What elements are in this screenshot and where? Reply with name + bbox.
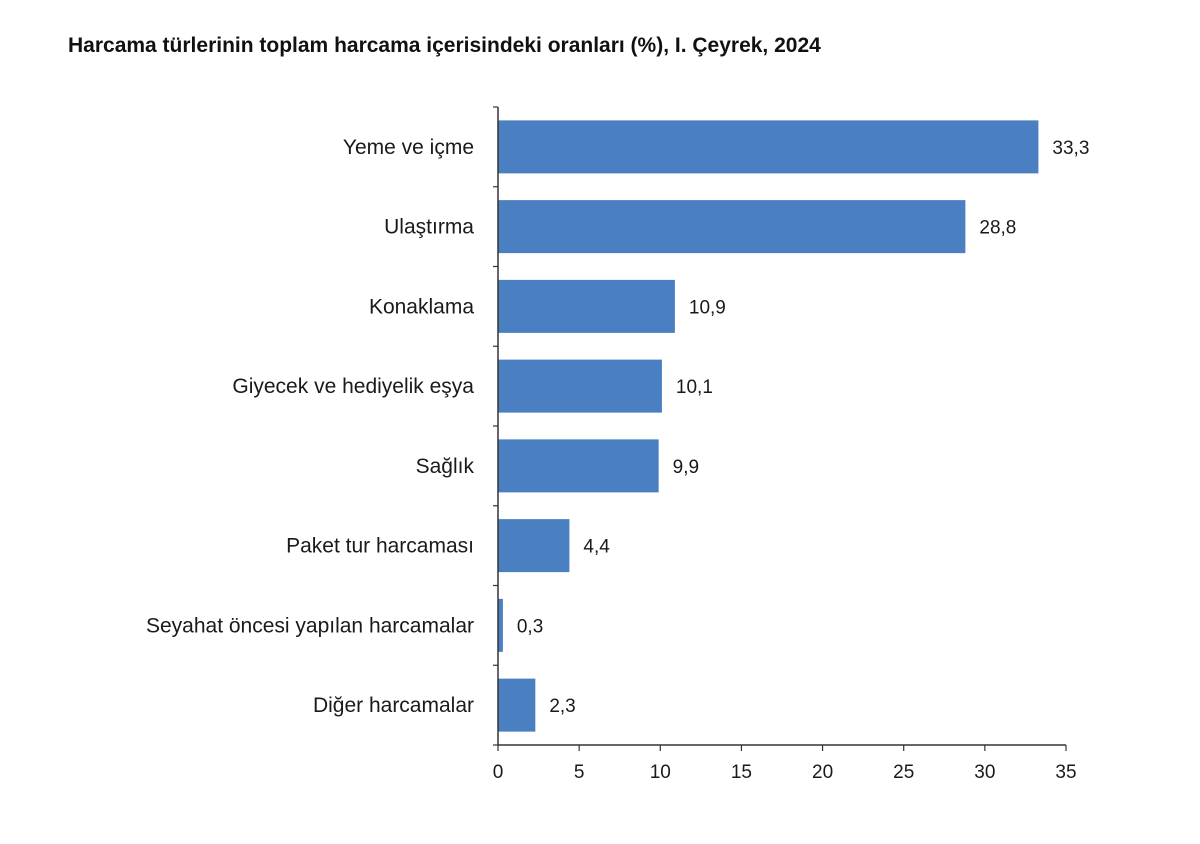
category-label: Giyecek ve hediyelik eşya bbox=[232, 375, 474, 398]
data-label: 2,3 bbox=[549, 696, 575, 717]
data-label: 28,8 bbox=[979, 218, 1016, 239]
x-tick-label: 10 bbox=[650, 762, 671, 783]
data-label: 10,9 bbox=[689, 297, 726, 318]
bar bbox=[498, 598, 503, 652]
x-tick-label: 30 bbox=[974, 762, 995, 783]
category-label: Ulaştırma bbox=[384, 216, 474, 239]
bar bbox=[498, 519, 570, 573]
bars-layer bbox=[498, 120, 1039, 732]
bar bbox=[498, 200, 966, 254]
x-tick-label: 15 bbox=[731, 762, 752, 783]
axes: 0 5 10 15 20 25 30 35 bbox=[493, 106, 1077, 783]
value-labels: 33,3 28,8 10,9 10,1 9,9 4,4 0,3 2,3 bbox=[517, 138, 1090, 717]
category-label: Yeme ve içme bbox=[343, 136, 474, 159]
category-label: Diğer harcamalar bbox=[313, 694, 474, 717]
category-label: Seyahat öncesi yapılan harcamalar bbox=[146, 614, 474, 637]
category-label: Konaklama bbox=[369, 295, 474, 318]
x-tick-label: 35 bbox=[1055, 762, 1076, 783]
bar bbox=[498, 439, 659, 493]
data-label: 9,9 bbox=[673, 457, 699, 478]
x-tick-label: 5 bbox=[574, 762, 585, 783]
data-label: 33,3 bbox=[1052, 138, 1089, 159]
bar bbox=[498, 120, 1039, 174]
chart-title: Harcama türlerinin toplam harcama içeris… bbox=[68, 34, 821, 57]
bar bbox=[498, 279, 675, 333]
x-tick-label: 25 bbox=[893, 762, 914, 783]
x-tick-label: 0 bbox=[493, 762, 504, 783]
data-label: 4,4 bbox=[583, 537, 610, 558]
data-label: 10,1 bbox=[676, 377, 713, 398]
category-labels: Yeme ve içme Ulaştırma Konaklama Giyecek ve… bbox=[146, 136, 475, 717]
bar bbox=[498, 678, 536, 732]
x-tick-label: 20 bbox=[812, 762, 833, 783]
bar bbox=[498, 359, 662, 413]
category-label: Sağlık bbox=[416, 455, 475, 478]
data-label: 0,3 bbox=[517, 616, 543, 637]
category-label: Paket tur harcaması bbox=[286, 535, 474, 558]
